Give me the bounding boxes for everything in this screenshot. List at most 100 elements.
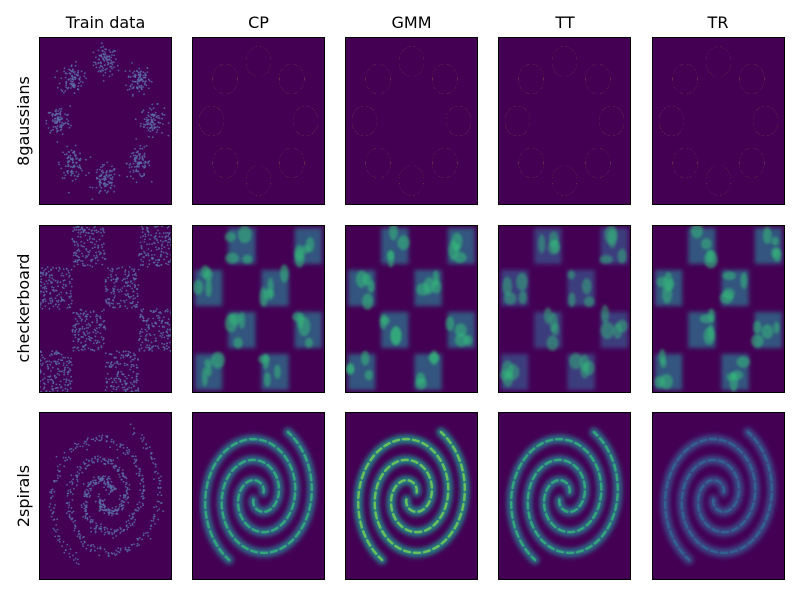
sample-point xyxy=(98,250,100,253)
sample-point xyxy=(42,295,45,297)
sample-point xyxy=(102,52,105,55)
sample-point xyxy=(127,526,130,529)
sample-point xyxy=(123,386,126,389)
sample-point xyxy=(144,82,146,85)
sample-point xyxy=(102,475,105,477)
sample-point xyxy=(54,279,57,282)
sample-point xyxy=(163,343,166,346)
sample-point xyxy=(87,544,89,546)
sample-point xyxy=(96,331,99,333)
density-highlight xyxy=(543,307,553,324)
sample-point xyxy=(106,530,109,533)
sample-point xyxy=(56,70,58,72)
sample-point xyxy=(57,368,59,370)
density-highlight xyxy=(192,279,204,295)
sample-point xyxy=(57,161,60,164)
sample-point xyxy=(104,352,107,355)
sample-point xyxy=(93,229,96,232)
sample-point xyxy=(96,317,98,320)
sample-point xyxy=(78,258,81,261)
sample-point xyxy=(133,305,136,307)
sample-point xyxy=(65,81,68,83)
sample-point xyxy=(70,380,73,382)
sample-point xyxy=(41,354,43,357)
sample-point xyxy=(157,117,159,119)
sample-point xyxy=(89,259,92,261)
sample-point xyxy=(101,477,104,479)
sample-point xyxy=(76,445,78,448)
sample-point xyxy=(91,198,94,201)
sample-point xyxy=(94,440,97,442)
density-highlight xyxy=(298,316,311,337)
panel-8gaussians-train-data xyxy=(39,37,172,205)
sample-point xyxy=(120,528,122,531)
sample-point xyxy=(111,533,114,536)
sample-point xyxy=(68,501,71,504)
sample-point xyxy=(119,549,122,552)
sample-point xyxy=(73,92,76,95)
sample-point xyxy=(78,472,81,475)
sample-point xyxy=(145,116,148,119)
sample-point xyxy=(138,508,141,510)
sample-point xyxy=(139,241,142,244)
sample-point xyxy=(101,65,103,68)
sample-point xyxy=(148,263,151,266)
density-highlight xyxy=(263,372,271,387)
sample-point xyxy=(100,336,103,339)
sample-point xyxy=(109,478,111,480)
sample-point xyxy=(108,475,110,478)
sample-point xyxy=(142,485,145,487)
sample-point xyxy=(116,276,118,279)
sample-point xyxy=(70,480,73,483)
sample-point xyxy=(66,484,68,486)
density-mode xyxy=(753,106,779,136)
sample-point xyxy=(68,272,70,274)
sample-point xyxy=(55,111,57,113)
sample-point xyxy=(157,115,160,117)
sample-point xyxy=(122,507,125,509)
sample-point xyxy=(77,533,80,535)
sample-point xyxy=(127,374,130,377)
sample-point xyxy=(154,119,157,122)
sample-point xyxy=(65,84,67,87)
sample-point xyxy=(47,375,50,378)
sample-point xyxy=(85,249,88,251)
sample-point xyxy=(43,293,46,296)
sample-point xyxy=(79,159,81,162)
sample-point xyxy=(69,489,72,491)
sample-point xyxy=(132,171,135,174)
density-highlight xyxy=(274,364,281,380)
sample-point xyxy=(152,462,155,464)
sample-point xyxy=(159,479,162,482)
sample-point xyxy=(146,330,148,333)
sample-point xyxy=(166,334,168,337)
sample-point xyxy=(148,344,151,347)
sample-point xyxy=(67,78,70,81)
sample-point xyxy=(74,244,76,247)
sample-point xyxy=(52,125,55,128)
sample-point xyxy=(114,509,117,512)
sample-point xyxy=(134,118,137,121)
sample-point xyxy=(95,262,97,265)
sample-point xyxy=(129,280,132,283)
sample-point xyxy=(153,127,156,130)
sample-point xyxy=(103,231,106,234)
sample-point xyxy=(157,486,160,489)
sample-point xyxy=(142,534,145,537)
density-highlight xyxy=(205,364,212,377)
density-highlight xyxy=(580,362,590,379)
sample-point xyxy=(90,545,92,548)
sample-point xyxy=(91,519,94,521)
sample-point xyxy=(140,344,142,346)
density-highlight xyxy=(432,270,439,287)
sample-point xyxy=(167,261,170,263)
sample-point xyxy=(94,549,96,552)
sample-point xyxy=(91,186,94,189)
density-highlight xyxy=(722,288,735,300)
sample-point xyxy=(77,339,80,341)
sample-point xyxy=(41,267,43,270)
sample-point xyxy=(152,118,155,120)
sample-point xyxy=(69,105,72,107)
sample-point xyxy=(56,474,59,477)
sample-point xyxy=(81,345,84,348)
